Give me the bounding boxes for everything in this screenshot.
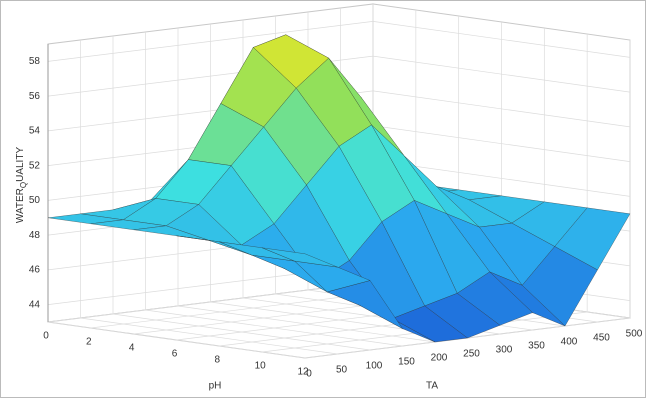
x-axis-label: pH <box>209 381 222 392</box>
x-tick-label: 8 <box>215 355 221 366</box>
z-tick-label: 46 <box>29 265 41 276</box>
z-axis-label: WATERQUALITY <box>15 147 28 224</box>
y-tick-label: 100 <box>366 361 383 372</box>
z-tick-label: 48 <box>29 230 41 241</box>
y-axis-label: TA <box>426 381 438 392</box>
y-tick-label: 50 <box>336 365 348 376</box>
x-tick-label: 6 <box>172 349 178 360</box>
grid-line <box>47 321 306 359</box>
grid-line <box>112 313 371 351</box>
x-tick-label: 4 <box>129 343 135 354</box>
z-tick-label: 50 <box>29 195 41 206</box>
grid-line <box>80 317 338 355</box>
z-tick-label: 44 <box>29 299 41 310</box>
y-tick-label: 500 <box>626 329 643 340</box>
z-label-part: Q <box>19 182 28 188</box>
z-label-part: WATER <box>15 188 26 223</box>
y-tick-label: 400 <box>561 337 578 348</box>
x-tick-label: 0 <box>43 331 49 342</box>
z-tick-label: 56 <box>29 91 41 102</box>
y-tick-label: 0 <box>306 369 312 380</box>
z-tick-label: 58 <box>29 56 41 67</box>
x-tick-label: 2 <box>86 337 92 348</box>
surface-patch <box>262 247 338 268</box>
y-tick-label: 200 <box>431 353 448 364</box>
z-tick-label: 54 <box>29 126 41 137</box>
y-tick-label: 150 <box>398 357 415 368</box>
y-tick-label: 450 <box>593 333 610 344</box>
grid-line <box>145 309 403 347</box>
y-tick-label: 300 <box>496 345 513 356</box>
y-tick-label: 350 <box>528 341 545 352</box>
z-label-part: UALITY <box>15 147 26 182</box>
x-tick-label: 10 <box>255 361 267 372</box>
x-tick-label: 12 <box>297 367 309 378</box>
y-tick-label: 250 <box>463 349 480 360</box>
z-tick-label: 52 <box>29 160 41 171</box>
grid-line <box>177 305 436 343</box>
